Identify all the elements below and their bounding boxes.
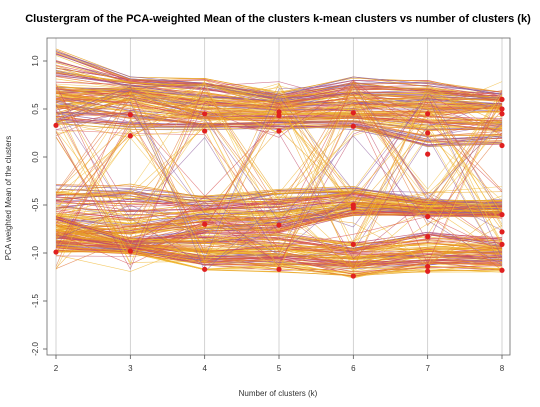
center-point-k5-2 bbox=[276, 128, 282, 134]
center-point-k4-1 bbox=[202, 128, 208, 134]
crossing-line-36 bbox=[55, 83, 503, 252]
center-point-k6-5 bbox=[350, 273, 356, 279]
center-point-k8-2 bbox=[499, 111, 505, 117]
x-tick-label-2: 2 bbox=[54, 364, 59, 373]
center-point-k8-3 bbox=[499, 142, 505, 149]
center-point-k8-4 bbox=[499, 212, 505, 218]
crossing-line-5 bbox=[55, 86, 503, 264]
crossing-line-44 bbox=[55, 81, 503, 270]
center-point-k7-2 bbox=[425, 151, 431, 157]
y-tick-label-4: 0.0 bbox=[31, 151, 40, 163]
crossing-line-45 bbox=[55, 83, 503, 267]
center-point-k7-5 bbox=[425, 263, 431, 270]
center-point-k6-1 bbox=[350, 123, 356, 129]
y-tick-label-5: 0.5 bbox=[31, 103, 40, 115]
plot-border bbox=[46, 37, 511, 356]
cluster-line-1-36 bbox=[55, 112, 503, 140]
center-point-k8-5 bbox=[499, 229, 505, 235]
crossing-line-46 bbox=[55, 89, 503, 266]
cluster-line-2-28 bbox=[55, 191, 503, 206]
crossing-line-54 bbox=[55, 95, 503, 259]
center-point-k5-3 bbox=[276, 222, 282, 228]
x-tick-label-8: 8 bbox=[500, 364, 505, 373]
cluster-line-1-35 bbox=[55, 122, 503, 147]
cluster-line-3-72 bbox=[55, 242, 503, 275]
center-point-k8-1 bbox=[499, 106, 505, 112]
x-tick-label-6: 6 bbox=[351, 364, 356, 373]
x-axis-label: Number of clusters (k) bbox=[239, 389, 318, 398]
x-tick-label-4: 4 bbox=[202, 364, 207, 373]
cluster-line-1-37 bbox=[55, 113, 503, 141]
crossing-line-18 bbox=[55, 95, 503, 272]
cluster-line-2-76 bbox=[55, 199, 503, 221]
center-point-k7-0 bbox=[425, 111, 431, 117]
crossing-line-24 bbox=[55, 125, 503, 256]
center-point-k5-0 bbox=[276, 109, 282, 115]
x-tick-label-3: 3 bbox=[128, 364, 133, 373]
cluster-line-3-74 bbox=[55, 221, 503, 251]
chart-title: Clustergram of the PCA-weighted Mean of … bbox=[25, 13, 531, 25]
center-point-k2-0 bbox=[53, 122, 59, 128]
cluster-line-3-76 bbox=[55, 233, 503, 265]
center-point-k4-0 bbox=[202, 111, 208, 117]
y-tick-label-6: 1.0 bbox=[31, 55, 40, 67]
center-point-k2-1 bbox=[53, 249, 59, 255]
crossing-line-38 bbox=[55, 118, 503, 270]
crossing-line-57 bbox=[55, 84, 503, 259]
center-point-k6-3 bbox=[350, 205, 356, 211]
crossing-line-27 bbox=[55, 89, 503, 272]
cluster-center-points bbox=[53, 96, 505, 279]
crossing-line-33 bbox=[55, 108, 503, 255]
y-tick-label-0: -2.0 bbox=[31, 342, 40, 356]
crossing-line-53 bbox=[55, 92, 503, 265]
center-point-k5-4 bbox=[276, 266, 282, 272]
center-point-k6-4 bbox=[350, 241, 356, 247]
center-point-k5-1 bbox=[276, 113, 282, 119]
center-point-k7-6 bbox=[425, 268, 431, 274]
center-point-k7-3 bbox=[425, 213, 431, 220]
y-axis-label: PCA weighted Mean of the clusters bbox=[4, 136, 13, 261]
y-tick-label-2: -1.0 bbox=[31, 246, 40, 260]
y-tick-label-3: -0.5 bbox=[31, 198, 40, 212]
center-point-k7-1 bbox=[425, 130, 431, 136]
center-point-k8-6 bbox=[499, 241, 505, 247]
center-point-k7-4 bbox=[425, 234, 431, 240]
center-point-k6-0 bbox=[350, 110, 356, 116]
center-point-k4-2 bbox=[202, 221, 208, 227]
cluster-line-1-32 bbox=[55, 119, 503, 143]
center-point-k3-1 bbox=[127, 133, 133, 139]
center-point-k3-2 bbox=[127, 248, 133, 254]
x-tick-label-7: 7 bbox=[425, 364, 430, 373]
center-point-k4-3 bbox=[202, 266, 208, 272]
crossing-line-42 bbox=[55, 84, 503, 219]
crossing-line-59 bbox=[55, 86, 503, 269]
center-point-k3-0 bbox=[127, 112, 133, 118]
cluster-line-2-79 bbox=[55, 206, 503, 235]
center-point-k8-7 bbox=[499, 267, 505, 273]
cluster-line-1-24 bbox=[55, 118, 503, 146]
y-tick-label-1: -1.5 bbox=[31, 294, 40, 308]
crossing-line-34 bbox=[55, 96, 503, 263]
center-point-k8-0 bbox=[499, 96, 505, 102]
cluster-line-2-65 bbox=[55, 202, 503, 225]
crossing-line-48 bbox=[55, 85, 503, 229]
crossing-line-9 bbox=[55, 83, 503, 272]
axes: 2 3 4 5 6 7 8 -2.0 -1.5 -1.0 -0.5 0.0 0.5 1.0 bbox=[31, 37, 511, 373]
crossing-line-4 bbox=[55, 90, 503, 263]
crossing-line-55 bbox=[55, 96, 503, 253]
x-tick-label-5: 5 bbox=[277, 364, 282, 373]
